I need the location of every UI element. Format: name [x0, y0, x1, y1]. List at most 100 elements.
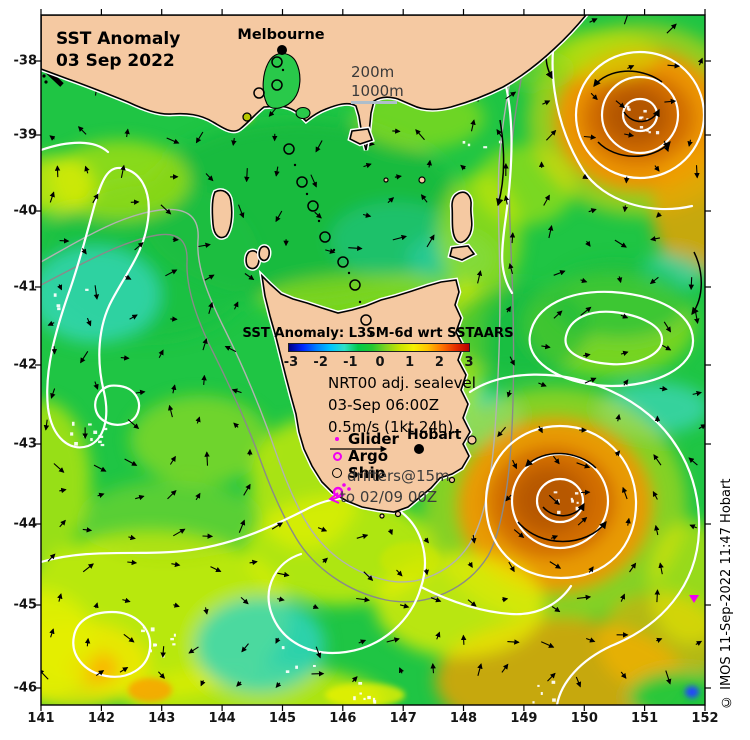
velocity-scale-label: 0.5m/s (1kt 24h) — [328, 418, 454, 436]
axis-ticks — [35, 9, 711, 711]
glider-track-arrow — [328, 492, 345, 504]
lat-tick-label: -43 — [13, 436, 38, 452]
obs-legend-label: Argo — [348, 447, 389, 465]
lon-tick-label: 142 — [87, 711, 115, 726]
land-three-hummock-island — [258, 245, 270, 262]
lon-tick-label: 146 — [329, 711, 357, 726]
colorbar-gradient — [288, 343, 470, 352]
drifter-marker — [689, 595, 699, 603]
ship-observation-marker — [283, 143, 295, 155]
colorbar-tick-label: -3 — [283, 355, 299, 370]
glider-dot-icon — [335, 437, 339, 441]
lon-tick-label: 144 — [208, 711, 236, 726]
melbourne-city-dot — [277, 45, 287, 55]
map-title: SST Anomaly 03 Sep 2022 — [56, 28, 180, 72]
lon-tick-label: 148 — [449, 711, 478, 726]
lat-tick-label: -46 — [13, 680, 38, 696]
depth-contour-legend: 200m 1000m — [351, 63, 404, 101]
argo-ring-icon — [332, 451, 342, 461]
colorbar-tick-label: -1 — [343, 355, 358, 370]
ship-observation-marker — [253, 87, 265, 99]
ship-track-dot — [358, 300, 362, 304]
land-kent-group — [349, 128, 374, 145]
ship-observation-marker — [319, 231, 331, 243]
depth-1000m-label: 1000m — [351, 82, 404, 100]
ship-observation-marker — [360, 314, 372, 326]
land-islet — [418, 176, 426, 184]
ship-observation-marker — [296, 176, 308, 188]
land-islet — [394, 510, 402, 518]
colorbar-tick-label: 1 — [405, 355, 415, 370]
lon-tick-label: 151 — [631, 711, 659, 726]
ship-observation-marker — [307, 200, 319, 212]
sea-level-contours — [41, 15, 705, 705]
lon-tick-label: 143 — [148, 711, 176, 726]
map-title-line1: SST Anomaly — [56, 29, 181, 49]
hobart-city-dot — [414, 444, 424, 454]
colorbar-tick-label: 2 — [434, 355, 444, 370]
land-hunter-island — [245, 250, 260, 270]
map-frame — [35, 9, 711, 711]
lon-tick-label: 141 — [27, 711, 55, 726]
colorbar-tick-label: 0 — [375, 355, 385, 370]
lat-tick-label: -39 — [13, 127, 38, 143]
ship-track-dot — [317, 219, 321, 223]
obs-legend-row: Glider — [330, 430, 399, 448]
colorbar-title: SST Anomaly: L3SM-6d wrt SSTAARS — [242, 326, 514, 341]
obs-legend-label: Glider — [348, 430, 399, 448]
lat-tick-label: -40 — [13, 203, 38, 219]
ship-track-dot — [281, 68, 285, 72]
sealevel-time-label: 03-Sep 06:00Z — [328, 396, 440, 414]
observation-legend: Glider Argo Ship — [330, 430, 399, 482]
land-flinders-island — [451, 191, 473, 244]
ship-track-dot — [369, 332, 373, 336]
imos-credit-text: © IMOS 11-Sep-2022 11:47 Hobart — [719, 478, 734, 709]
observation-markers — [242, 45, 699, 603]
ship-track-dot — [332, 248, 336, 252]
western-port-bay — [295, 106, 311, 120]
ship-observation-marker — [337, 256, 349, 268]
port-phillip-bay — [262, 52, 301, 109]
land-king-island — [211, 189, 233, 239]
glider-marker — [342, 483, 346, 487]
lat-tick-label: -45 — [13, 597, 38, 613]
lon-tick-label: 150 — [570, 711, 598, 726]
obs-legend-label: Ship — [348, 464, 386, 482]
lat-tick-label: -44 — [13, 516, 38, 532]
lon-tick-label: 152 — [691, 711, 719, 726]
ship-track-dot — [305, 192, 309, 196]
glider-marker — [347, 487, 351, 491]
colorbar-tick-label: 3 — [464, 355, 474, 370]
land-islet — [383, 177, 389, 183]
drifters-annotation: drifters@15m to 02/09 00Z — [340, 466, 450, 508]
land-islet — [467, 435, 477, 445]
ship-observation-marker — [349, 279, 361, 291]
land-islet — [379, 513, 385, 519]
map-title-line2: 03 Sep 2022 — [56, 51, 175, 71]
land-cape-barren-island — [449, 245, 476, 261]
depth-200m-label: 200m — [351, 63, 395, 81]
lat-tick-label: -38 — [13, 53, 38, 69]
city-label-hobart: Hobart — [407, 427, 462, 443]
drifters-label: drifters@15m — [347, 467, 450, 485]
city-label-melbourne: Melbourne — [237, 27, 325, 43]
ship-track-dot — [347, 271, 351, 275]
obs-legend-row: Argo — [330, 447, 399, 465]
land-victoria — [41, 15, 588, 151]
ship-observation-marker — [271, 79, 283, 91]
bathy-200m-contour — [41, 15, 529, 583]
coastal-observation-marker — [242, 112, 252, 122]
lon-tick-label: 149 — [510, 711, 538, 726]
ship-track-dot — [293, 163, 297, 167]
argo-float-marker — [332, 486, 344, 498]
sealevel-source-label: NRT00 adj. sealevel — [328, 374, 476, 392]
sealevel-annotation: NRT00 adj. sealevel 03-Sep 06:00Z 0.5m/s… — [328, 372, 476, 438]
lat-tick-label: -42 — [13, 357, 38, 373]
colorbar-tick-label: -2 — [313, 355, 328, 370]
lat-tick-label: -41 — [13, 279, 38, 295]
land-islet — [448, 476, 456, 484]
lon-tick-label: 145 — [268, 711, 297, 726]
drifters-valid-time: to 02/09 00Z — [340, 488, 438, 506]
